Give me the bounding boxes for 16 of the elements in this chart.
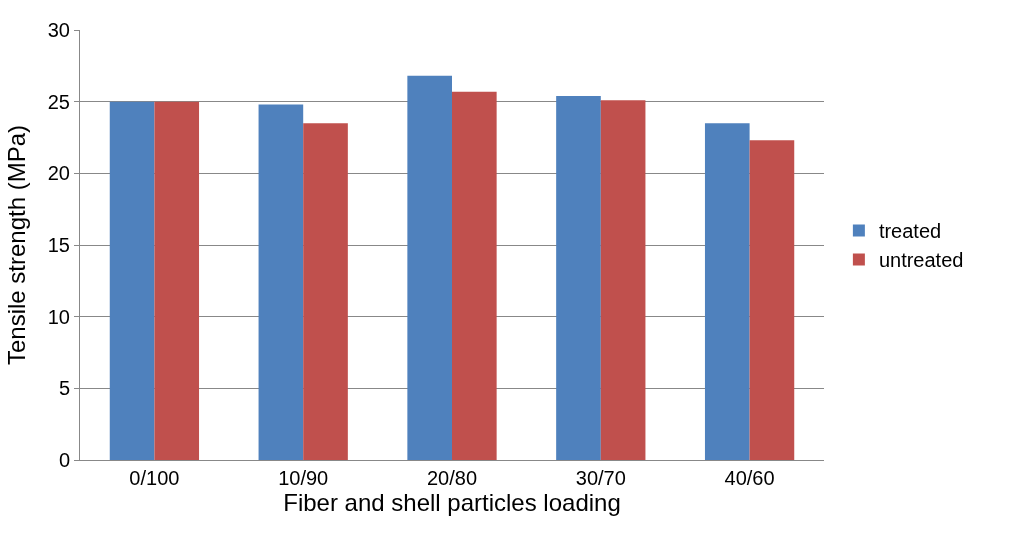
y-tick-label: 15 (47, 234, 70, 256)
x-tick-label: 0/100 (129, 467, 180, 489)
x-tick-label: 20/80 (426, 467, 478, 489)
y-tick-label: 5 (58, 377, 70, 400)
y-axis-title: Tensile strength (MPa) (2, 124, 30, 366)
legend-label: treated (878, 220, 942, 243)
y-tick-label: 10 (47, 305, 70, 328)
y-tick-label: 0 (58, 449, 70, 471)
x-axis-title: Fiber and shell particles loading (283, 489, 621, 516)
x-tick-label: 10/90 (278, 467, 329, 489)
legend-label: untreated (878, 249, 964, 272)
y-tick-label: 25 (47, 90, 70, 113)
x-tick-label: 30/70 (575, 467, 626, 489)
x-tick-label: 40/60 (724, 467, 775, 489)
y-tick-label: 20 (47, 162, 70, 185)
y-tick-label: 30 (47, 19, 70, 41)
